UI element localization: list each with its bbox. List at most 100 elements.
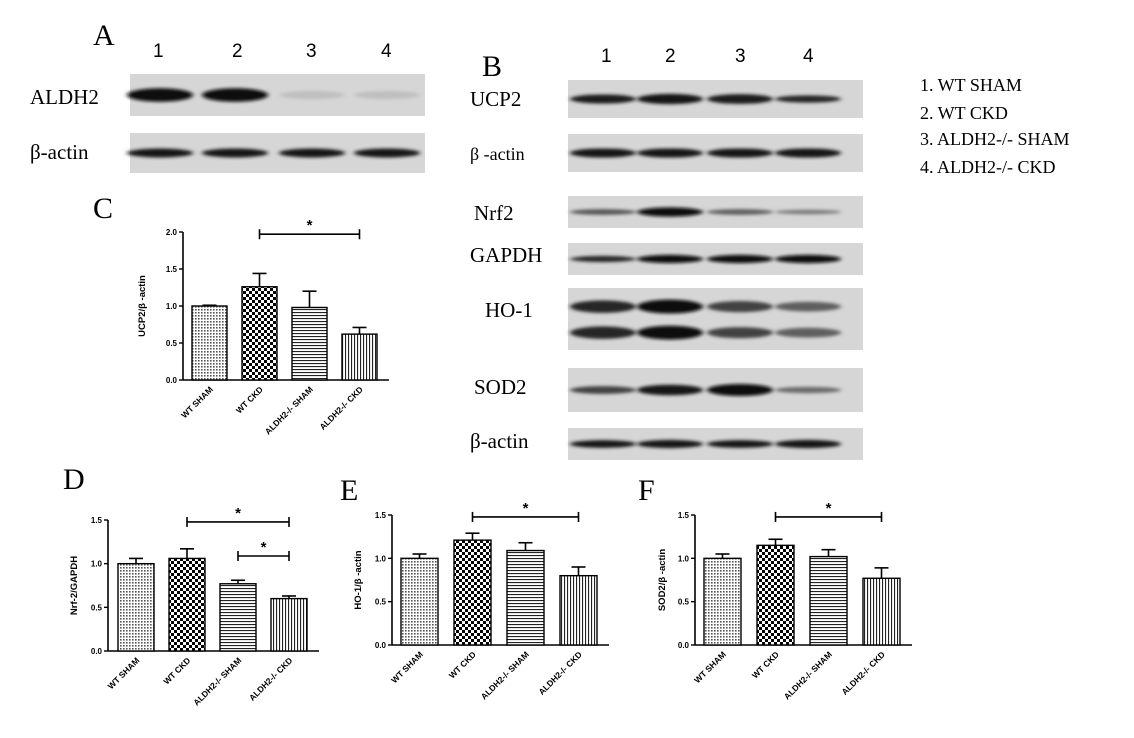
bar	[341, 333, 378, 381]
y-tick-label: 0.5	[375, 598, 387, 607]
y-tick-label: 1.5	[91, 516, 103, 525]
category-label: ALDH2-/- CKD	[536, 649, 583, 696]
protein-band	[570, 148, 636, 158]
protein-band	[775, 254, 841, 264]
bar	[191, 305, 228, 381]
protein-band	[775, 327, 841, 338]
blot-strip	[568, 196, 863, 228]
category-label: ALDH2-/- CKD	[839, 649, 886, 696]
protein-band	[202, 88, 268, 102]
protein-band	[637, 254, 703, 264]
protein-band	[775, 209, 841, 215]
protein-band	[637, 325, 703, 340]
blot-strip	[127, 74, 425, 116]
category-label: ALDH2-/- CKD	[247, 655, 294, 702]
bar-chart-c: 0.0 0.5 1.0 1.5 2.0 UCP2/β -actin WT SHAM WT CK…	[137, 217, 389, 436]
category-label: WT SHAM	[179, 384, 215, 420]
lane-number: 1	[601, 46, 612, 67]
category-label: ALDH2-/- SHAM	[479, 649, 531, 701]
protein-band	[707, 301, 773, 313]
bar	[400, 557, 439, 646]
blot-strip	[127, 133, 425, 173]
significance-star: *	[307, 217, 313, 234]
significance-star: *	[523, 500, 529, 517]
lane-number: 4	[381, 41, 392, 62]
y-tick-label: 1.0	[678, 554, 690, 563]
lane-number: 4	[803, 46, 814, 67]
blot-strip	[568, 428, 863, 460]
lane-numbers-a: 1 2 3 4	[153, 41, 392, 62]
blot-label-ho1: HO-1	[485, 298, 533, 322]
lane-number: 3	[306, 41, 317, 62]
bar	[219, 583, 257, 652]
protein-band	[775, 301, 841, 312]
legend-item: 1. WT SHAM	[920, 75, 1022, 95]
legend-item: 2. WT CKD	[920, 103, 1008, 123]
panel-letter-a: A	[93, 19, 115, 52]
protein-band	[707, 254, 773, 264]
protein-band	[570, 300, 636, 313]
lane-number: 2	[232, 41, 243, 62]
blot-label-nrf2: Nrf2	[474, 201, 514, 225]
legend-item: 4. ALDH2-/- CKD	[920, 157, 1056, 177]
protein-band	[570, 386, 636, 394]
y-tick-label: 1.5	[166, 265, 178, 274]
significance-star: *	[235, 505, 241, 522]
blot-strip	[568, 368, 863, 412]
panel-letter-f: F	[638, 474, 655, 507]
category-label: WT SHAM	[389, 649, 425, 685]
blot-label-sod2: SOD2	[474, 375, 527, 399]
y-tick-label: 0.0	[91, 647, 103, 656]
bar	[291, 306, 328, 381]
protein-band	[637, 299, 703, 314]
y-tick-label: 0.5	[678, 598, 690, 607]
panel-letter-c: C	[93, 192, 113, 225]
protein-band	[707, 148, 773, 158]
protein-band	[279, 90, 345, 100]
bar	[559, 574, 598, 646]
y-tick-label: 1.0	[166, 302, 178, 311]
y-axis-label: Nrf-2/GAPDH	[69, 556, 80, 615]
blot-label-beta-actin-b2: β-actin	[470, 429, 529, 453]
protein-band	[707, 209, 773, 215]
protein-band	[707, 384, 773, 396]
y-tick-label: 0.0	[678, 641, 690, 650]
bar	[809, 555, 848, 646]
y-tick-label: 2.0	[166, 228, 178, 237]
protein-band	[570, 94, 636, 104]
lane-numbers-b: 1 2 3 4	[601, 46, 814, 67]
protein-band	[354, 90, 420, 100]
lane-number: 2	[665, 46, 676, 67]
protein-band	[637, 384, 703, 396]
protein-band	[637, 207, 703, 217]
protein-band	[707, 440, 773, 448]
y-tick-label: 0.0	[166, 376, 178, 385]
category-label: ALDH2-/- SHAM	[263, 384, 315, 436]
category-label: WT CKD	[750, 649, 781, 680]
bar	[756, 544, 795, 646]
category-label: WT CKD	[234, 384, 265, 415]
protein-band	[637, 93, 703, 105]
blot-strip	[568, 134, 863, 172]
bar	[453, 539, 492, 646]
blot-strip	[568, 80, 863, 118]
category-label: WT SHAM	[692, 649, 728, 685]
blot-label-beta-actin-a: β-actin	[30, 140, 89, 164]
protein-band	[637, 439, 703, 449]
protein-band	[775, 439, 841, 449]
lane-number: 1	[153, 41, 164, 62]
protein-band	[775, 386, 841, 394]
category-label: ALDH2-/- CKD	[317, 384, 364, 431]
protein-band	[775, 148, 841, 158]
y-axis-label: SOD2/β -actin	[657, 549, 668, 611]
category-label: ALDH2-/- SHAM	[191, 655, 243, 707]
blot-strip	[568, 288, 863, 350]
protein-band	[354, 148, 420, 158]
blot-label-ucp2: UCP2	[470, 87, 521, 111]
significance-star: *	[826, 500, 832, 517]
protein-band	[127, 88, 193, 102]
